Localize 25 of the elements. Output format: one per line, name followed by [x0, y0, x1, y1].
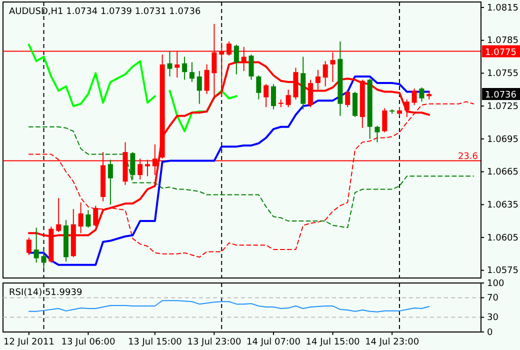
annotation: RSI(14) 51.9939 [9, 288, 82, 298]
annotation: AUDUSD,H1 1.0734 1.0739 1.0731 1.0736 [9, 7, 201, 17]
annotation: 23.6 [458, 152, 478, 162]
y-tick-label: 1.0635 [487, 200, 518, 210]
y-tick-label: 1.0785 [487, 36, 518, 46]
y-tick-label: 1.0695 [487, 134, 518, 145]
x-tick-label: 14 Jul 23:00 [365, 337, 420, 348]
y-tick-label: 0 [487, 328, 493, 338]
x-tick-label: 14 Jul 07:00 [246, 337, 301, 348]
x-tick-label: 13 Jul 06:00 [61, 337, 116, 348]
x-tick-label: 14 Jul 15:00 [306, 337, 360, 348]
annotation: 1.0736 [485, 90, 517, 100]
x-tick-label: 13 Jul 23:00 [187, 337, 242, 348]
y-tick-label: 1.0815 [487, 3, 518, 14]
y-tick-label: 1.0725 [487, 102, 518, 112]
y-tick-label: 1.0605 [487, 233, 518, 244]
y-tick-label: 30 [487, 313, 499, 324]
x-tick-label: 12 Jul 2011 [3, 337, 54, 348]
y-tick-label: 1.0665 [487, 168, 518, 178]
y-tick-label: 70 [487, 294, 499, 304]
y-tick-label: 100 [487, 278, 504, 289]
x-tick-label: 13 Jul 15:00 [128, 337, 182, 348]
ref-line-label: 1.0775 [485, 48, 516, 58]
y-tick-label: 1.0575 [487, 266, 518, 276]
y-tick-label: 1.0755 [487, 69, 518, 80]
